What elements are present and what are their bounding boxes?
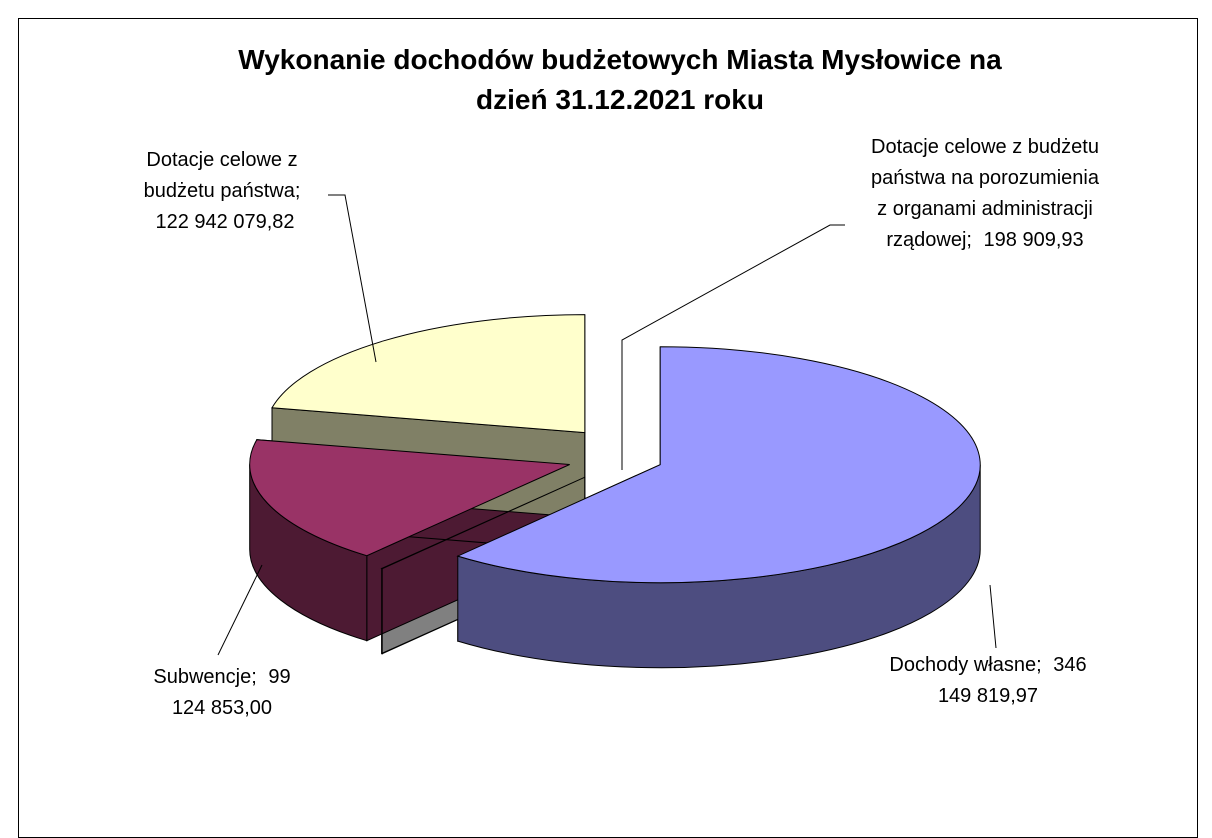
chart-title: Wykonanie dochodów budżetowych Miasta My…: [220, 40, 1020, 120]
slice-side: [382, 569, 383, 654]
data-label: Dotacje celowe z budżetu państwa na poro…: [865, 132, 1105, 256]
data-label: Dotacje celowe z budżetu państwa 122 942…: [127, 145, 317, 238]
page: {"chart_data": {"type": "pie3d", "title"…: [0, 0, 1212, 819]
data-label: Subwencje 99 124 853,00: [137, 662, 307, 724]
data-label: Dochody własne 346 149 819,97: [883, 650, 1093, 712]
label-category: Subwencje: [153, 666, 256, 688]
label-category: Dotacje celowe z budżetu państwa: [144, 149, 301, 202]
label-category: Dochody własne: [889, 654, 1041, 676]
label-value: 198 909,93: [984, 229, 1084, 251]
leader-line: [990, 585, 996, 648]
label-value: 122 942 079,82: [155, 211, 294, 233]
leader-line: [328, 195, 376, 362]
leader-line: [218, 565, 262, 655]
